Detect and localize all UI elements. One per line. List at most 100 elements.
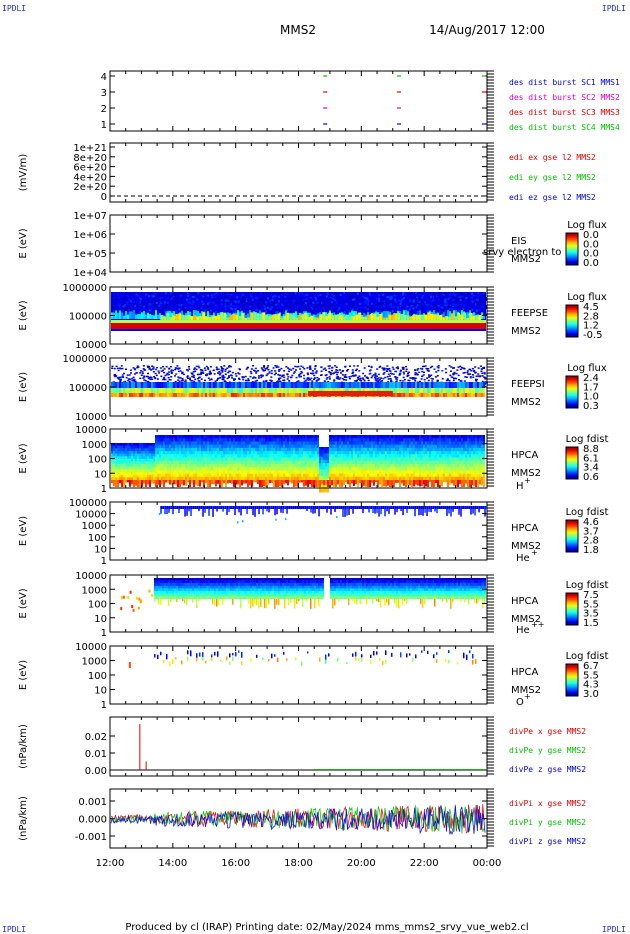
feepsi-cell [423, 382, 425, 388]
hpca-h-cell [185, 441, 187, 446]
feepse-cell [117, 312, 119, 319]
hpca-h-cell [205, 435, 207, 439]
hpca-h-cell [205, 480, 207, 483]
hpca-h-cell [217, 454, 219, 458]
hpca-h-cell [155, 454, 157, 458]
feepsi-cell [125, 388, 127, 393]
hpca-h-cell [183, 457, 185, 462]
hpca-h-cell [231, 444, 233, 449]
feepse-cell [249, 303, 252, 306]
feepsi-cell [425, 388, 427, 393]
feepsi-ytick-label: 10000 [75, 412, 107, 423]
feepsi-cell [243, 393, 245, 397]
burst-legend-entry: des dist burst SC3 MMS3 [509, 108, 620, 117]
feepsi-cell [120, 365, 123, 367]
feepse-cell [321, 308, 324, 311]
feepsi-cell [131, 382, 133, 388]
feepsi-cell [185, 369, 188, 371]
feepse-cell [132, 301, 135, 304]
feepse-cell [448, 293, 451, 296]
feepsi-cell [282, 379, 285, 381]
feepsi-cell [252, 377, 255, 379]
hpca-h-cell [165, 454, 167, 458]
feepsi-cell [300, 370, 303, 373]
feepse-cell [442, 292, 445, 295]
feepsi-cell [146, 365, 149, 367]
feepsi-cell [184, 381, 187, 383]
feepsi-cell [139, 377, 142, 380]
hpca-h-cell [113, 477, 115, 481]
feepsi-cell [257, 377, 260, 379]
feepsi-cell [216, 378, 219, 380]
hpca-h-cell [263, 438, 265, 442]
hpca-h-cell [209, 454, 211, 458]
hpca-h-cell [243, 467, 245, 471]
feepse-cell [179, 292, 182, 295]
corner-mark-top-right: IPDLI [601, 4, 626, 13]
feepse-cell [441, 306, 444, 309]
hpca-h-cell [255, 476, 257, 481]
hpca-h-cell [153, 464, 155, 468]
feepsi-cell [113, 393, 115, 397]
feepsi-cell [337, 382, 339, 388]
feepsi-cell [152, 367, 155, 370]
feepse-cell [238, 310, 241, 313]
feepse-cell [277, 306, 280, 309]
feepsi-cell [208, 372, 211, 375]
feepsi-cell [355, 368, 358, 371]
feepsi-cell [382, 377, 385, 380]
feepse-cell [403, 296, 406, 299]
hpca-h-cell [123, 480, 125, 487]
hpca-h-cell [261, 463, 263, 468]
feepse-cell [442, 311, 445, 314]
hpca-h-cell [215, 454, 217, 458]
hpca-h-cell [127, 448, 129, 452]
hpca-h-cell [191, 460, 193, 465]
hpca-h-cell [129, 453, 131, 457]
feepsi-cell [276, 365, 279, 367]
hpca-h-cell [159, 438, 161, 442]
hpca-h-cell [201, 441, 203, 446]
feepse-cell [244, 311, 247, 314]
hpca-h-cell [251, 451, 253, 455]
feepse-cell [411, 311, 414, 314]
feepse-cell [315, 298, 318, 301]
feepse-cell [355, 306, 358, 309]
feepsi-scale-title: Log flux [567, 363, 607, 374]
feepsi-cell [233, 378, 236, 380]
feepse-cell [156, 293, 159, 296]
feepse-cell [255, 304, 258, 307]
feepsi-cell [385, 382, 387, 388]
feepse-ytick-label: 10000 [75, 340, 107, 351]
feepse-cell [176, 299, 179, 302]
feepse-cell [443, 305, 446, 308]
feepsi-cell [177, 382, 179, 388]
feepse-cell [278, 305, 281, 308]
hpca-h-cell [125, 477, 127, 481]
feepsi-cell [263, 382, 265, 388]
hpca-h-cell [139, 450, 141, 455]
hpca-h-cell [233, 473, 235, 478]
feepsi-cell [191, 393, 193, 397]
feepsi-cell [461, 382, 463, 388]
feepsi-cell [411, 377, 414, 379]
feepsi-cell [469, 368, 472, 371]
hpca-h-cell [243, 454, 245, 458]
feepse-cell [297, 315, 299, 319]
feepse-cell [478, 294, 481, 297]
feepsi-cell [234, 373, 237, 375]
feepse-cell [188, 297, 191, 300]
feepsi-cell [159, 382, 161, 388]
hpca-h-cell [249, 457, 251, 462]
feepsi-cell [173, 388, 175, 393]
hpca-h-cell [171, 435, 173, 439]
hpca-h-cell [125, 469, 127, 473]
feepsi-cell [239, 388, 241, 393]
hpca-h-cell [159, 463, 161, 468]
hpca-h-cell [155, 451, 157, 455]
feepsi-cell [133, 368, 136, 370]
feepse-cell [271, 314, 275, 320]
feepsi-cell [192, 374, 195, 377]
feepse-cell [333, 305, 336, 308]
hpca-h-cell [237, 438, 239, 442]
